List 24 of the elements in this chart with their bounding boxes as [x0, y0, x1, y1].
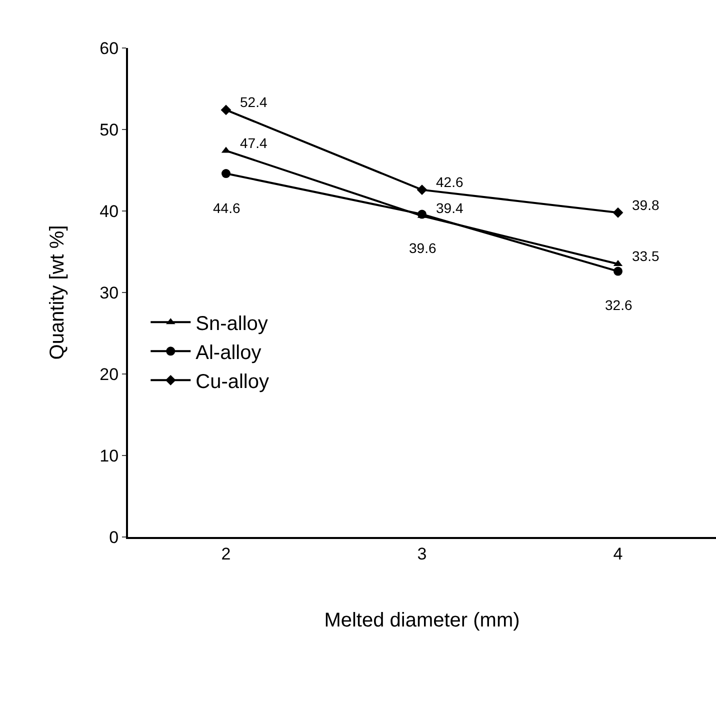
data-label: 32.6: [605, 297, 632, 313]
data-label: 33.5: [632, 248, 660, 264]
data-label: 47.4: [240, 135, 268, 151]
x-tick-label: 4: [613, 544, 623, 564]
legend-label: Cu-alloy: [196, 370, 269, 393]
data-label: 39.8: [632, 197, 660, 213]
x-tick-label: 2: [221, 544, 231, 564]
y-tick-label: 0: [109, 528, 119, 547]
y-tick-label: 10: [100, 446, 119, 466]
y-tick-label: 30: [100, 283, 119, 302]
legend-label: Al-alloy: [196, 342, 262, 364]
y-tick-label: 50: [100, 120, 119, 140]
y-axis-title: Quantity [wt %]: [46, 225, 69, 360]
x-axis-title: Melted diameter (mm): [324, 609, 520, 632]
y-tick-label: 40: [100, 202, 119, 221]
y-tick-label: 20: [100, 364, 119, 384]
data-label: 39.6: [409, 240, 436, 256]
data-label: 44.6: [213, 200, 240, 216]
data-label: 39.4: [436, 200, 464, 216]
data-label: 42.6: [436, 174, 464, 190]
data-label: 52.4: [240, 94, 268, 110]
y-tick-label: 60: [100, 38, 119, 58]
x-tick-label: 3: [417, 544, 427, 564]
legend-label: Sn-alloy: [196, 312, 268, 335]
